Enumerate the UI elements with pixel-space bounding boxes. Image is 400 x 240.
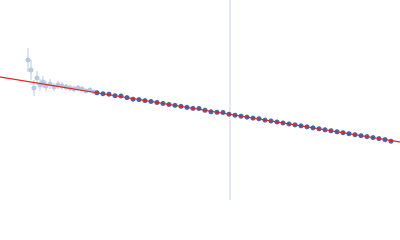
data-point: [34, 75, 40, 81]
fit-line: [0, 76, 400, 143]
data-point: [28, 67, 34, 73]
data-point: [25, 57, 31, 63]
chart: [0, 0, 400, 200]
data-point: [31, 85, 37, 91]
